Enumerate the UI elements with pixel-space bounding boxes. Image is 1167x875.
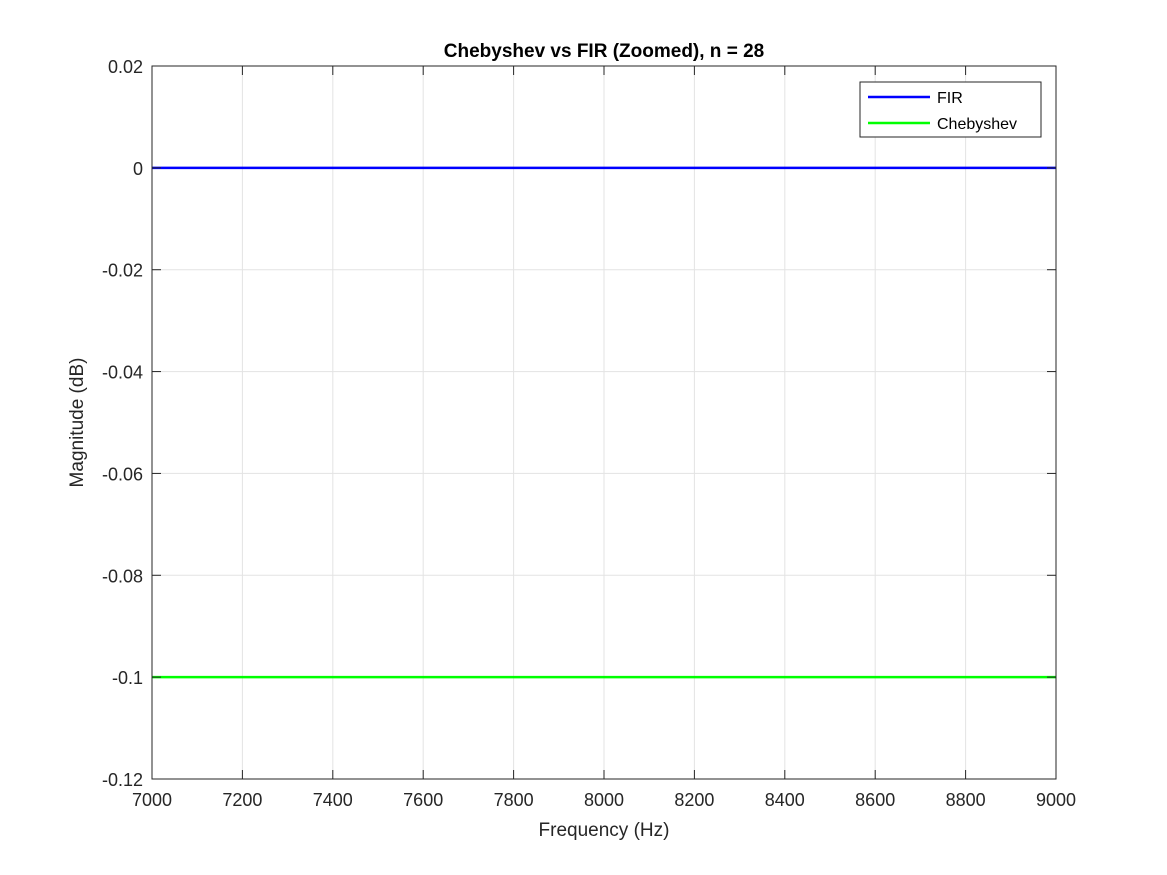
legend-box bbox=[859, 81, 1042, 138]
y-tick-label: 0 bbox=[133, 159, 143, 179]
x-tick-label: 8000 bbox=[584, 790, 624, 810]
x-tick-label: 8400 bbox=[765, 790, 805, 810]
y-axis-label: Magnitude (dB) bbox=[67, 358, 88, 488]
legend-label-fir: FIR bbox=[937, 90, 963, 107]
x-tick-label: 7200 bbox=[222, 790, 262, 810]
legend: FIR Chebyshev bbox=[859, 81, 1042, 138]
x-tick-label: 7000 bbox=[132, 790, 172, 810]
x-tick-label: 8600 bbox=[855, 790, 895, 810]
y-tick-label: -0.08 bbox=[102, 566, 143, 586]
x-tick-label: 9000 bbox=[1036, 790, 1076, 810]
x-tick-label: 7800 bbox=[494, 790, 534, 810]
x-tick-label: 8800 bbox=[946, 790, 986, 810]
y-tick-label: -0.1 bbox=[112, 668, 143, 688]
y-tick-label: 0.02 bbox=[108, 57, 143, 77]
series-lines bbox=[152, 166, 1056, 679]
x-tick-label: 7600 bbox=[403, 790, 443, 810]
y-tick-label: -0.12 bbox=[102, 770, 143, 790]
x-tick-label: 7400 bbox=[313, 790, 353, 810]
axis-ticks: 7000 7200 7400 7600 7800 8000 8200 8400 8600 8800… bbox=[102, 57, 1076, 810]
legend-label-chebyshev: Chebyshev bbox=[937, 116, 1017, 133]
y-tick-label: -0.06 bbox=[102, 464, 143, 484]
x-axis-label: Frequency (Hz) bbox=[539, 820, 670, 841]
y-tick-label: -0.02 bbox=[102, 261, 143, 281]
chart-title: Chebyshev vs FIR (Zoomed), n = 28 bbox=[444, 41, 764, 62]
y-tick-label: -0.04 bbox=[102, 363, 143, 383]
x-tick-label: 8200 bbox=[674, 790, 714, 810]
